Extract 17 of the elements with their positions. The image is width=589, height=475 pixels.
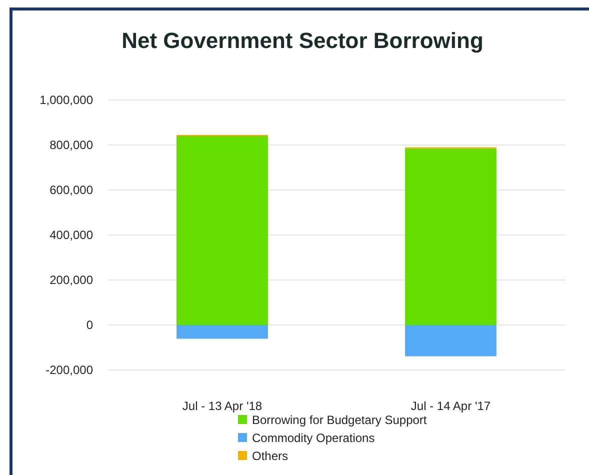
y-tick-label: 800,000 [50,138,94,152]
bar [405,148,496,325]
y-tick-label: 0 [86,318,94,332]
legend-label: Borrowing for Budgetary Support [252,413,428,428]
x-tick-label: Jul - 13 Apr '18 [182,399,262,413]
chart-title: Net Government Sector Borrowing [122,28,484,53]
y-tick-label: -200,000 [46,363,94,378]
bar [176,325,268,339]
legend-label: Others [252,449,288,464]
y-tick-label: 1,000,000 [40,93,94,108]
y-tick-label: 400,000 [50,228,94,242]
y-tick-label: 200,000 [50,273,94,288]
x-tick-label: Jul - 14 Apr '17 [410,399,491,413]
legend-label: Commodity Operations [252,431,375,446]
bar [405,325,496,356]
y-tick-label: 600,000 [50,183,94,198]
bar [176,136,268,325]
